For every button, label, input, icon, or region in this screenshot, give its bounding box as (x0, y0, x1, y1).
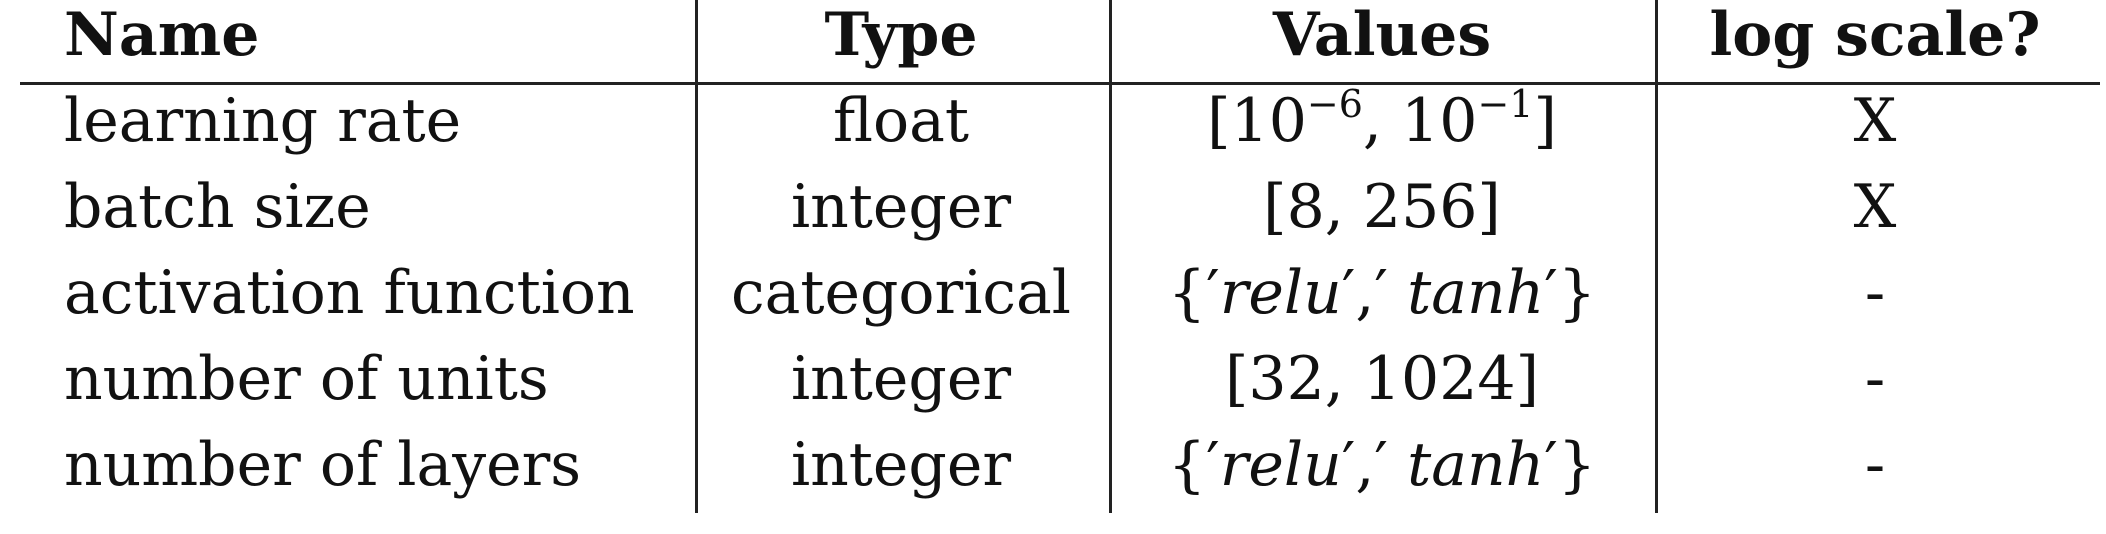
row-log-scale: X (1853, 172, 1897, 242)
row-log-scale: - (1864, 258, 1886, 328)
row-name: learning rate (64, 86, 462, 156)
header-name: Name (64, 0, 260, 70)
row-type: categorical (731, 258, 1071, 328)
row-type: integer (790, 430, 1012, 500)
row-log-scale: - (1864, 430, 1886, 500)
row-name: batch size (64, 172, 371, 242)
header-type: Type (824, 0, 978, 70)
header-rule (20, 82, 2100, 85)
row-type: float (832, 86, 970, 156)
row-log-scale: - (1864, 344, 1886, 414)
header-log-scale: log scale? (1709, 0, 2041, 70)
column-divider (695, 0, 698, 513)
row-type: integer (790, 172, 1012, 242)
row-type: integer (790, 344, 1012, 414)
row-values: {′relu′,′ tanh′} (1167, 430, 1597, 500)
row-name: number of units (64, 344, 549, 414)
row-values: {′relu′,′ tanh′} (1167, 258, 1597, 328)
header-values: Values (1272, 0, 1492, 70)
row-values: [8, 256] (1263, 172, 1501, 242)
row-name: number of layers (64, 430, 582, 500)
column-divider (1655, 0, 1658, 513)
row-values: [32, 1024] (1224, 344, 1539, 414)
row-name: activation function (64, 258, 635, 328)
row-values: [10−6, 10−1] (1207, 82, 1557, 156)
row-log-scale: X (1853, 86, 1897, 156)
column-divider (1109, 0, 1112, 513)
